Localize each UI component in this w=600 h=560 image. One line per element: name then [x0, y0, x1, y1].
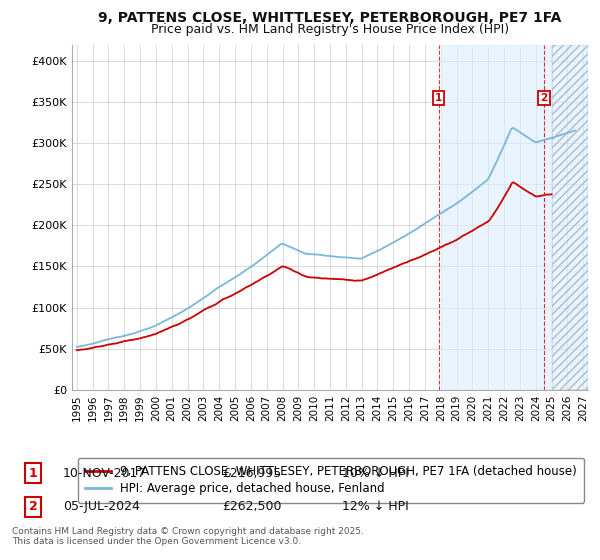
Text: 9, PATTENS CLOSE, WHITTLESEY, PETERBOROUGH, PE7 1FA: 9, PATTENS CLOSE, WHITTLESEY, PETERBOROU… — [98, 11, 562, 25]
Text: 1: 1 — [29, 466, 37, 480]
Bar — [441, 45, 588, 390]
Text: Price paid vs. HM Land Registry's House Price Index (HPI): Price paid vs. HM Land Registry's House … — [151, 24, 509, 36]
Text: 05-JUL-2024: 05-JUL-2024 — [63, 500, 140, 514]
Text: 10-NOV-2017: 10-NOV-2017 — [63, 466, 146, 480]
Bar — [551, 45, 588, 390]
Text: £262,500: £262,500 — [222, 500, 281, 514]
Text: 10% ↓ HPI: 10% ↓ HPI — [342, 466, 409, 480]
Text: 2: 2 — [540, 93, 547, 103]
Text: Contains HM Land Registry data © Crown copyright and database right 2025.
This d: Contains HM Land Registry data © Crown c… — [12, 526, 364, 546]
Text: 12% ↓ HPI: 12% ↓ HPI — [342, 500, 409, 514]
Text: 1: 1 — [435, 93, 442, 103]
Text: £216,995: £216,995 — [222, 466, 281, 480]
Legend: 9, PATTENS CLOSE, WHITTLESEY, PETERBOROUGH, PE7 1FA (detached house), HPI: Avera: 9, PATTENS CLOSE, WHITTLESEY, PETERBOROU… — [78, 458, 584, 502]
Text: 2: 2 — [29, 500, 37, 514]
